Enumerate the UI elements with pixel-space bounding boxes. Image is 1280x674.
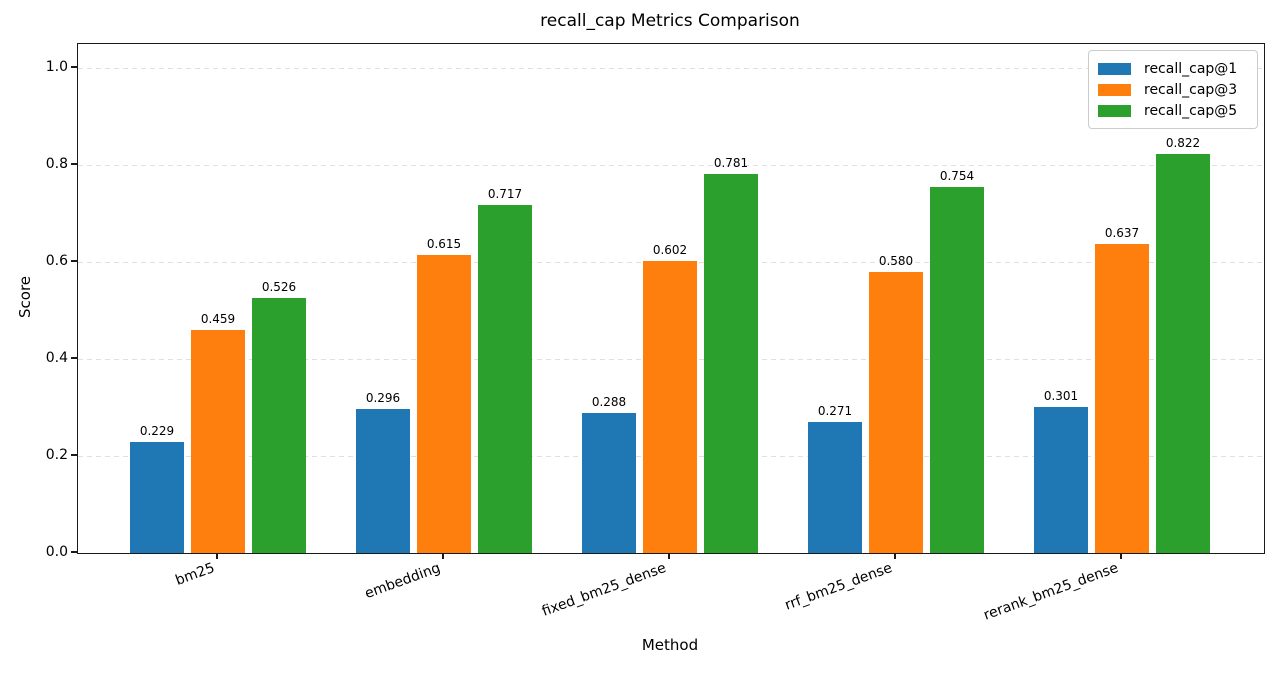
bar xyxy=(643,261,697,553)
x-axis-label: Method xyxy=(641,636,699,654)
bar-value-label: 0.754 xyxy=(939,169,975,183)
bar-value-label: 0.781 xyxy=(713,156,749,170)
plot-area: 0.229 0.296 0.288 0.271 0.301 0.459 0.615 0.602… xyxy=(77,43,1265,554)
legend: recall_cap@1 recall_cap@3 recall_cap@5 xyxy=(1088,50,1258,129)
bar xyxy=(704,174,758,553)
y-tick-label: 0.0 xyxy=(45,544,68,560)
bar xyxy=(808,422,862,553)
bar xyxy=(1095,244,1149,553)
y-tick-mark xyxy=(71,66,77,68)
bar-value-label: 0.459 xyxy=(200,312,236,326)
legend-label: recall_cap@3 xyxy=(1144,81,1238,98)
y-tick-mark xyxy=(71,454,77,456)
bar-value-label: 0.296 xyxy=(365,391,401,405)
bar-value-label: 0.271 xyxy=(817,404,853,418)
x-tick-label: bm25 xyxy=(173,560,217,589)
y-tick-label: 0.8 xyxy=(45,156,68,172)
x-tick-mark xyxy=(668,553,670,559)
legend-swatch xyxy=(1098,104,1131,117)
bar xyxy=(356,409,410,553)
chart-title: recall_cap Metrics Comparison xyxy=(540,11,800,31)
bar xyxy=(478,205,532,553)
bar xyxy=(930,187,984,553)
gridline xyxy=(78,165,1264,166)
x-tick-mark xyxy=(1120,553,1122,559)
x-tick-label: rrf_bm25_dense xyxy=(782,560,895,614)
bar-value-label: 0.526 xyxy=(261,280,297,294)
y-tick-label: 1.0 xyxy=(45,59,68,75)
legend-item: recall_cap@5 xyxy=(1098,100,1248,121)
bar xyxy=(1034,407,1088,553)
bar xyxy=(869,272,923,553)
x-tick-mark xyxy=(894,553,896,559)
bar-value-label: 0.301 xyxy=(1043,389,1079,403)
y-tick-label: 0.2 xyxy=(45,447,68,463)
legend-item: recall_cap@1 xyxy=(1098,58,1248,79)
bar-value-label: 0.637 xyxy=(1104,226,1140,240)
bar-value-label: 0.717 xyxy=(487,187,523,201)
legend-item: recall_cap@3 xyxy=(1098,79,1248,100)
bar xyxy=(582,413,636,553)
bar xyxy=(417,255,471,553)
bar-value-label: 0.229 xyxy=(139,424,175,438)
bar-value-label: 0.615 xyxy=(426,237,462,251)
bar xyxy=(130,442,184,553)
bar xyxy=(1156,154,1210,553)
y-tick-mark xyxy=(71,551,77,553)
x-tick-label: rerank_bm25_dense xyxy=(981,560,1121,624)
gridline xyxy=(78,68,1264,69)
bar xyxy=(191,330,245,553)
x-tick-label: fixed_bm25_dense xyxy=(540,560,669,620)
legend-label: recall_cap@1 xyxy=(1144,60,1238,77)
y-tick-label: 0.4 xyxy=(45,350,68,366)
legend-swatch xyxy=(1098,62,1131,75)
bar xyxy=(252,298,306,553)
bar-value-label: 0.822 xyxy=(1165,136,1201,150)
bar-value-label: 0.602 xyxy=(652,243,688,257)
y-tick-mark xyxy=(71,163,77,165)
bar-value-label: 0.580 xyxy=(878,254,914,268)
y-tick-mark xyxy=(71,357,77,359)
y-axis-label: Score xyxy=(16,275,34,319)
y-tick-label: 0.6 xyxy=(45,253,68,269)
legend-label: recall_cap@5 xyxy=(1144,102,1238,119)
bar-value-label: 0.288 xyxy=(591,395,627,409)
x-tick-mark xyxy=(216,553,218,559)
y-tick-mark xyxy=(71,260,77,262)
legend-swatch xyxy=(1098,83,1131,96)
x-tick-mark xyxy=(442,553,444,559)
x-tick-label: embedding xyxy=(362,560,443,603)
